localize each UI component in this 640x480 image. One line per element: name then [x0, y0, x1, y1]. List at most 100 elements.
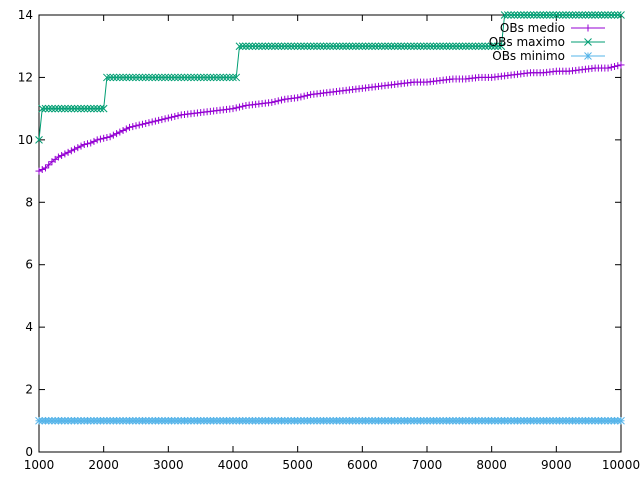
data-point: [329, 42, 338, 51]
data-point: [271, 98, 279, 106]
data-point: [135, 73, 144, 82]
data-point: [381, 42, 389, 51]
data-point: [461, 42, 470, 51]
data-point: [474, 42, 483, 51]
data-point: [41, 164, 49, 172]
x-tick-label: 7000: [412, 458, 443, 472]
data-point: [410, 42, 418, 51]
data-point: [174, 73, 182, 82]
data-point: [222, 73, 231, 82]
data-point: [190, 73, 199, 82]
data-point: [423, 42, 431, 51]
data-point: [116, 128, 124, 136]
data-point: [465, 42, 473, 51]
y-tick-label: 4: [25, 320, 33, 334]
series-layer: [35, 11, 625, 425]
data-point: [316, 42, 325, 51]
data-point: [497, 42, 506, 51]
data-point: [109, 73, 118, 82]
data-point: [258, 42, 266, 51]
data-point: [164, 73, 173, 82]
y-tick-label: 6: [25, 258, 33, 272]
y-tick-label: 8: [25, 195, 33, 209]
data-point: [309, 42, 318, 51]
data-point: [513, 11, 522, 19]
data-point: [581, 11, 590, 19]
data-point: [604, 64, 612, 72]
data-point: [135, 121, 143, 129]
data-point: [106, 73, 114, 82]
data-point: [264, 42, 273, 51]
data-point: [138, 120, 146, 128]
data-point: [436, 42, 444, 51]
data-point: [145, 119, 153, 127]
data-point: [491, 42, 499, 51]
data-point: [187, 73, 195, 82]
data-point: [103, 134, 111, 142]
x-tick-label: 1000: [24, 458, 55, 472]
data-point: [41, 104, 50, 113]
data-point: [261, 42, 270, 51]
data-point: [74, 144, 82, 152]
data-point: [358, 42, 367, 51]
data-point: [171, 112, 179, 120]
data-point: [610, 11, 619, 19]
data-point: [180, 73, 189, 82]
data-point: [229, 105, 237, 113]
data-point: [239, 102, 247, 110]
data-point: [452, 42, 460, 51]
data-point: [413, 42, 422, 51]
data-point: [542, 11, 551, 19]
data-point: [126, 123, 134, 131]
data-point: [164, 114, 172, 122]
data-point: [313, 42, 321, 51]
data-point: [319, 42, 328, 51]
series-2: [35, 416, 625, 425]
data-point: [109, 131, 117, 139]
data-point: [539, 11, 548, 19]
data-point: [51, 104, 60, 113]
data-point: [93, 136, 101, 144]
data-point: [332, 42, 341, 51]
x-tick-label: 2000: [88, 458, 119, 472]
data-point: [96, 135, 104, 143]
data-point: [61, 150, 69, 158]
data-point: [484, 42, 493, 51]
data-point: [611, 63, 619, 71]
legend-marker: [584, 24, 592, 32]
data-point: [364, 42, 373, 51]
data-point: [510, 11, 519, 19]
data-point: [155, 116, 163, 124]
data-point: [142, 119, 150, 127]
data-point: [600, 11, 609, 19]
data-point: [335, 42, 344, 51]
data-point: [148, 73, 157, 82]
data-point: [400, 42, 409, 51]
data-point: [177, 73, 186, 82]
data-point: [112, 73, 121, 82]
data-point: [64, 148, 72, 156]
data-point: [203, 73, 211, 82]
data-point: [232, 73, 241, 82]
data-point: [449, 42, 457, 51]
data-point: [151, 73, 160, 82]
data-point: [64, 104, 72, 113]
data-point: [271, 42, 279, 51]
data-point: [196, 73, 205, 82]
data-point: [235, 103, 243, 111]
data-point: [141, 73, 150, 82]
data-point: [345, 42, 354, 51]
data-point: [54, 104, 63, 113]
data-point: [290, 42, 299, 51]
data-point: [90, 104, 98, 113]
data-point: [584, 11, 593, 19]
data-point: [597, 11, 606, 19]
data-point: [371, 42, 380, 51]
data-point: [129, 123, 137, 131]
data-point: [73, 104, 82, 113]
data-point: [355, 42, 363, 51]
legend-marker: [584, 52, 592, 60]
data-point: [235, 42, 244, 51]
data-point: [526, 11, 535, 19]
